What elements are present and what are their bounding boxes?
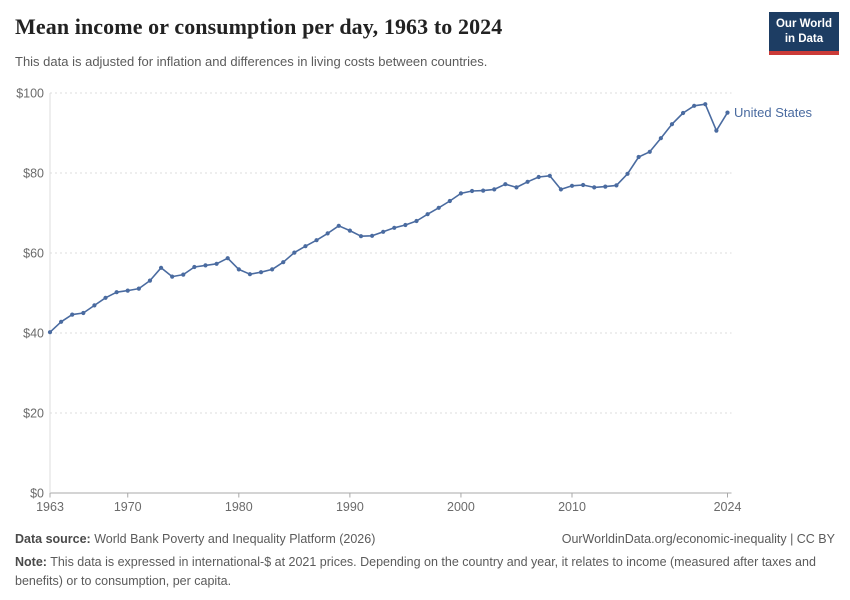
data-point-marker	[381, 229, 386, 234]
data-point-marker	[236, 267, 241, 272]
data-point-marker	[592, 185, 597, 190]
data-point-marker	[481, 188, 486, 193]
data-point-marker	[336, 223, 341, 228]
data-point-marker	[258, 270, 264, 275]
data-point-marker	[92, 303, 97, 308]
data-point-marker	[59, 319, 64, 324]
data-point-marker	[569, 183, 575, 188]
x-axis-tick-label: 2024	[714, 500, 742, 514]
data-line	[49, 103, 729, 334]
data-point-marker	[680, 110, 686, 116]
data-point-marker	[47, 330, 53, 335]
data-point-marker	[447, 198, 452, 204]
x-axis-tick-label: 2010	[558, 500, 586, 514]
data-point-marker	[614, 183, 619, 188]
data-point-marker	[314, 238, 319, 243]
data-point-marker	[725, 110, 730, 115]
data-point-marker	[581, 182, 586, 188]
data-point-marker	[536, 174, 541, 180]
data-point-marker	[325, 231, 330, 236]
data-point-marker	[492, 187, 497, 192]
y-axis-tick-label: $40	[23, 327, 44, 341]
data-point-marker	[136, 286, 141, 291]
data-point-marker	[281, 260, 286, 265]
data-point-marker	[225, 256, 230, 261]
data-source: Data source: World Bank Poverty and Ineq…	[15, 530, 375, 548]
data-point-marker	[503, 182, 508, 187]
data-point-marker	[547, 173, 552, 178]
data-point-marker	[636, 154, 641, 160]
data-point-marker	[158, 265, 164, 270]
chart-subtitle: This data is adjusted for inflation and …	[15, 54, 488, 69]
y-axis-tick-label: $60	[23, 247, 44, 261]
data-source-label: Data source:	[15, 532, 91, 546]
data-point-marker	[181, 272, 186, 277]
data-point-marker	[692, 103, 697, 108]
data-point-marker	[658, 136, 663, 141]
data-point-marker	[625, 171, 630, 176]
data-point-marker	[170, 274, 175, 279]
chart-footer: Data source: World Bank Poverty and Ineq…	[15, 530, 835, 591]
data-source-text: World Bank Poverty and Inequality Platfo…	[90, 532, 376, 546]
owid-logo-line1: Our World	[775, 18, 832, 30]
y-axis-tick-label: $80	[23, 167, 44, 181]
data-point-marker	[603, 184, 608, 189]
data-point-marker	[458, 191, 464, 196]
owid-logo[interactable]: Our World in Data	[768, 12, 839, 55]
data-point-marker	[292, 250, 297, 255]
footnote-label: Note:	[15, 555, 47, 570]
data-point-marker	[347, 228, 352, 233]
footnote-text: This data is expressed in international-…	[15, 555, 816, 588]
data-point-marker	[203, 263, 208, 268]
entity-label[interactable]: United States	[734, 105, 813, 120]
data-point-marker	[114, 290, 119, 295]
data-point-marker	[414, 218, 419, 224]
y-axis-tick-label: $100	[16, 87, 44, 101]
data-point-marker	[436, 205, 441, 210]
citation: OurWorldinData.org/economic-inequality |…	[561, 532, 835, 546]
data-point-marker	[358, 234, 364, 239]
x-axis-tick-label: 1990	[336, 500, 364, 514]
data-point-marker	[270, 267, 275, 272]
data-point-marker	[125, 288, 130, 293]
data-point-marker	[525, 179, 530, 184]
chart-title: Mean income or consumption per day, 1963…	[15, 14, 503, 39]
y-axis-tick-label: $20	[23, 407, 44, 421]
x-axis-tick-label: 1963	[36, 500, 64, 514]
data-point-marker	[392, 225, 397, 230]
data-point-marker	[247, 272, 253, 277]
data-point-marker	[103, 295, 108, 300]
data-point-marker	[714, 128, 719, 133]
data-point-marker	[669, 122, 675, 127]
x-axis-tick-label: 1980	[225, 500, 253, 514]
x-axis-tick-label: 2000	[447, 500, 475, 514]
data-point-marker	[425, 212, 430, 217]
data-point-marker	[558, 187, 564, 192]
data-point-marker	[147, 278, 153, 283]
data-point-marker	[303, 244, 308, 249]
data-point-marker	[70, 312, 75, 317]
data-point-marker	[403, 222, 408, 228]
data-point-marker	[647, 149, 652, 154]
data-point-marker	[703, 102, 708, 107]
data-point-marker	[214, 261, 219, 266]
data-point-marker	[81, 310, 86, 316]
y-axis-tick-label: $0	[30, 487, 44, 501]
data-point-marker	[514, 185, 519, 190]
data-point-marker	[369, 233, 375, 238]
owid-logo-line2: in Data	[784, 32, 824, 45]
data-point-marker	[469, 188, 475, 194]
x-axis-tick-label: 1970	[114, 500, 142, 514]
footnote: Note: This data is expressed in internat…	[15, 553, 835, 591]
data-point-marker	[192, 264, 197, 270]
